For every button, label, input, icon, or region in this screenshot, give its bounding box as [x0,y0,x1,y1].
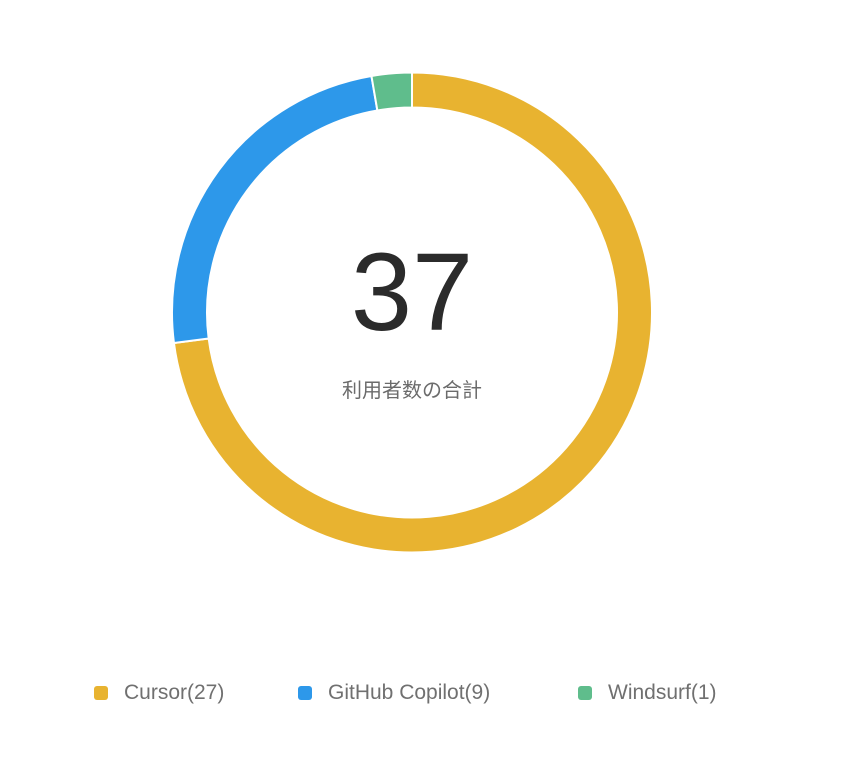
legend: Cursor(27) GitHub Copilot(9) Windsurf(1) [0,681,844,707]
legend-swatch-cursor [94,686,108,700]
total-label: 利用者数の合計 [342,378,482,402]
legend-label: Cursor(27) [124,681,225,704]
legend-item-windsurf[interactable]: Windsurf(1) [578,681,717,705]
legend-item-cursor[interactable]: Cursor(27) [94,681,224,705]
legend-label: GitHub Copilot(9) [328,681,491,704]
total-value: 37 [350,231,474,354]
legend-item-github-copilot[interactable]: GitHub Copilot(9) [298,681,490,705]
legend-swatch-windsurf [578,686,592,700]
donut-slice-windsurf[interactable] [370,71,413,112]
legend-label: Windsurf(1) [608,681,717,704]
donut-chart [171,71,653,554]
donut-slice-cursor[interactable] [172,71,653,554]
legend-swatch-github-copilot [298,686,312,700]
